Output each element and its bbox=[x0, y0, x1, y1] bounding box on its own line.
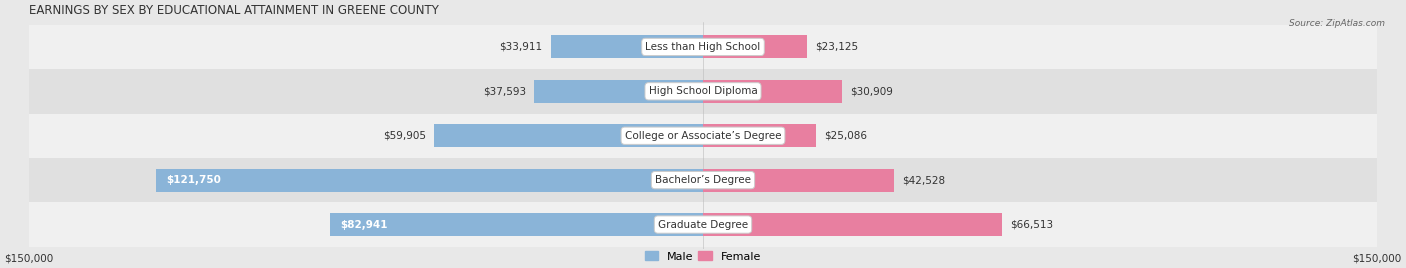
Text: $66,513: $66,513 bbox=[1010, 219, 1053, 230]
Bar bbox=[28, 158, 1378, 202]
Bar bbox=[28, 114, 1378, 158]
Legend: Male, Female: Male, Female bbox=[645, 251, 761, 262]
Text: Graduate Degree: Graduate Degree bbox=[658, 219, 748, 230]
Text: EARNINGS BY SEX BY EDUCATIONAL ATTAINMENT IN GREENE COUNTY: EARNINGS BY SEX BY EDUCATIONAL ATTAINMEN… bbox=[28, 4, 439, 17]
Text: College or Associate’s Degree: College or Associate’s Degree bbox=[624, 131, 782, 141]
Bar bbox=[703, 213, 1002, 236]
Text: Less than High School: Less than High School bbox=[645, 42, 761, 52]
Text: Source: ZipAtlas.com: Source: ZipAtlas.com bbox=[1289, 19, 1385, 28]
Bar bbox=[534, 80, 703, 103]
Text: $37,593: $37,593 bbox=[482, 86, 526, 96]
Bar bbox=[703, 124, 815, 147]
Text: $23,125: $23,125 bbox=[815, 42, 858, 52]
Text: $30,909: $30,909 bbox=[851, 86, 893, 96]
Bar bbox=[433, 124, 703, 147]
Text: $82,941: $82,941 bbox=[340, 219, 388, 230]
Bar bbox=[28, 202, 1378, 247]
Text: $121,750: $121,750 bbox=[166, 175, 221, 185]
Text: $33,911: $33,911 bbox=[499, 42, 543, 52]
Bar bbox=[156, 169, 703, 192]
Bar bbox=[703, 35, 807, 58]
Bar bbox=[703, 169, 894, 192]
Text: Bachelor’s Degree: Bachelor’s Degree bbox=[655, 175, 751, 185]
Bar bbox=[330, 213, 703, 236]
Text: $25,086: $25,086 bbox=[824, 131, 868, 141]
Bar bbox=[703, 80, 842, 103]
Text: $42,528: $42,528 bbox=[903, 175, 945, 185]
Bar bbox=[28, 69, 1378, 114]
Bar bbox=[551, 35, 703, 58]
Text: $59,905: $59,905 bbox=[382, 131, 426, 141]
Text: High School Diploma: High School Diploma bbox=[648, 86, 758, 96]
Bar bbox=[28, 25, 1378, 69]
